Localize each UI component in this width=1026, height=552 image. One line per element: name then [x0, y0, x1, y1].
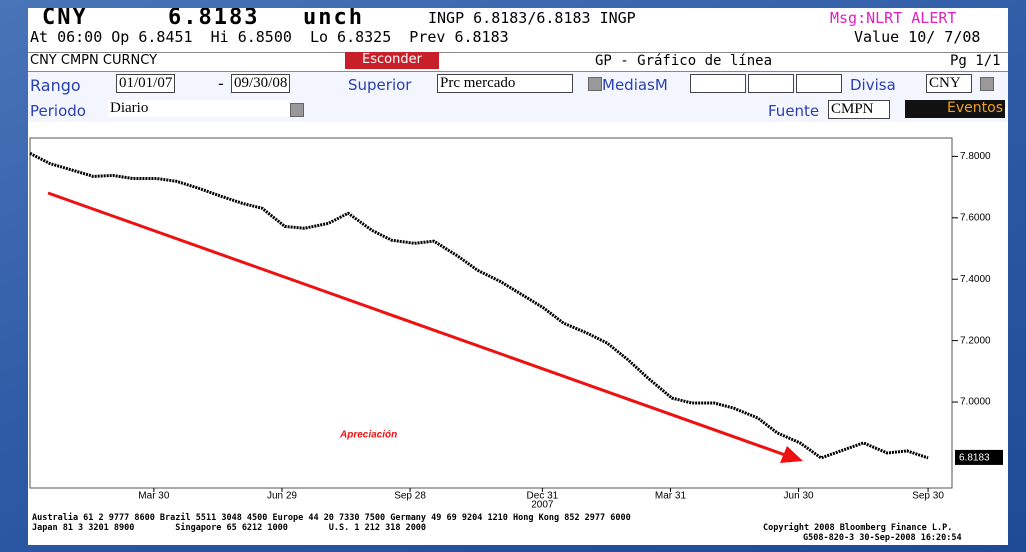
upper-value[interactable]: Prc mercado — [437, 74, 573, 93]
x-tick-label: Dec 31 — [527, 491, 559, 502]
price-line — [29, 152, 929, 460]
averages-input[interactable] — [796, 74, 842, 93]
upper-dropdown[interactable] — [588, 77, 602, 91]
quote: INGP 6.8183/6.8183 INGP — [428, 9, 636, 27]
range-end[interactable]: 09/30/08 — [231, 74, 291, 93]
currency-dropdown[interactable] — [980, 77, 994, 91]
price: 6.8183 — [168, 8, 260, 30]
last-price-label: 6.8183 — [959, 453, 990, 464]
range-label: Rango — [30, 76, 81, 95]
y-tick-label: 7.4000 — [960, 274, 991, 285]
range-separator: - — [218, 74, 224, 93]
upper-label: Superior — [348, 76, 412, 94]
source-label: Fuente — [768, 102, 820, 120]
x-tick-label: Sep 28 — [394, 491, 426, 502]
toolbar-row — [28, 52, 1008, 72]
footer-contacts: Australia 61 2 9777 8600 Brazil 5511 304… — [32, 513, 631, 523]
period-label: Periodo — [30, 102, 86, 120]
copyright: Copyright 2008 Bloomberg Finance L.P. — [763, 523, 953, 533]
x-tick-label: Mar 30 — [138, 491, 170, 502]
hide-button[interactable]: Esconder — [345, 52, 439, 69]
timestamp: G508-820-3 30-Sep-2008 16:20:54 — [803, 533, 962, 543]
message: Msg:NLRT ALERT — [830, 9, 957, 27]
averages-input[interactable] — [690, 74, 746, 93]
arrow-head — [780, 446, 803, 463]
y-tick-label: 7.6000 — [960, 212, 991, 223]
y-tick-label: 7.0000 — [960, 397, 991, 408]
session: At 06:00 Op 6.8451 Hi 6.8500 Lo 6.8325 P… — [30, 28, 509, 46]
annotation: Apreciación — [339, 430, 397, 441]
last-price-box — [955, 449, 1003, 465]
change: unch — [303, 8, 364, 30]
chart: 7.8000 7.6000 7.4000 7.2000 7.0000 Mar 30 Jun … — [29, 137, 1003, 511]
averages-input[interactable] — [748, 74, 794, 93]
y-tick-label: 7.8000 — [960, 151, 991, 162]
plot-area — [29, 137, 953, 489]
range-start[interactable]: 01/01/07 — [116, 74, 176, 93]
page-number: Pg 1/1 — [950, 53, 1001, 69]
period-dropdown[interactable] — [290, 103, 304, 117]
currency-label: Divisa — [850, 76, 896, 94]
source-value[interactable]: CMPN — [828, 100, 890, 119]
x-tick-label: Sep 30 — [912, 491, 944, 502]
value-date: Value 10/ 7/08 — [854, 28, 981, 46]
x-axis-year: 2007 — [531, 500, 554, 511]
x-tick-label: Jun 30 — [784, 491, 814, 502]
x-tick-label: Jun 29 — [267, 491, 297, 502]
currency-value[interactable]: CNY — [926, 74, 972, 93]
period-value[interactable]: Diario — [108, 100, 292, 117]
security: CNY CMPN CURNCY — [30, 53, 158, 68]
footer-contacts: Japan 81 3 3201 8900 Singapore 65 6212 1… — [32, 523, 427, 533]
events-button[interactable]: Eventos — [905, 100, 1005, 118]
averages-label: MediasM — [602, 76, 668, 94]
x-tick-label: Mar 31 — [655, 491, 687, 502]
function: GP - Gráfico de línea — [595, 53, 773, 69]
trend-arrow — [47, 191, 789, 458]
ticker: CNY — [42, 8, 88, 30]
y-tick-label: 7.2000 — [960, 335, 991, 346]
